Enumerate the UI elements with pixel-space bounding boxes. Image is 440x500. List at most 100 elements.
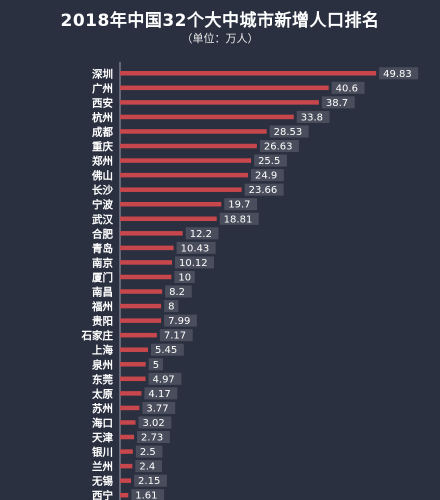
category-label: 青岛 bbox=[92, 242, 113, 255]
value-label: 10 bbox=[178, 272, 191, 283]
category-label: 南京 bbox=[92, 256, 113, 269]
value-label: 8.2 bbox=[169, 287, 185, 298]
bar bbox=[120, 347, 149, 352]
value-label-box bbox=[185, 227, 219, 240]
category-label: 贵阳 bbox=[92, 315, 113, 328]
bar bbox=[120, 303, 162, 309]
value-label-box bbox=[131, 489, 165, 500]
value-label-box bbox=[138, 416, 172, 429]
bar bbox=[120, 216, 217, 222]
value-label: 10.43 bbox=[181, 243, 210, 254]
value-label: 25.5 bbox=[258, 156, 280, 167]
bar bbox=[120, 245, 174, 251]
value-label-box bbox=[296, 110, 330, 123]
value-label-box bbox=[151, 343, 184, 356]
category-label: 苏州 bbox=[92, 402, 113, 415]
bar bbox=[120, 376, 146, 382]
value-label-box bbox=[144, 387, 178, 400]
chart-subtitle: （单位：万人） bbox=[181, 32, 259, 45]
value-label-box bbox=[250, 169, 284, 182]
bar bbox=[120, 85, 329, 91]
category-label: 广州 bbox=[92, 82, 113, 95]
category-label: 无锡 bbox=[91, 475, 113, 488]
bar bbox=[120, 362, 146, 367]
value-label: 26.63 bbox=[264, 142, 293, 153]
chart-title: 2018年中国32个大中城市新增人口排名 bbox=[60, 11, 380, 31]
bar bbox=[120, 274, 172, 280]
category-label: 海口 bbox=[92, 416, 113, 429]
category-label: 上海 bbox=[92, 344, 113, 357]
category-label: 宁波 bbox=[92, 198, 113, 211]
value-label: 19.7 bbox=[228, 200, 250, 211]
value-label-box bbox=[174, 270, 195, 283]
value-label-box bbox=[224, 198, 258, 211]
value-label: 3.77 bbox=[146, 403, 168, 414]
category-label: 深圳 bbox=[92, 67, 113, 80]
category-label: 西宁 bbox=[92, 489, 113, 500]
bar bbox=[120, 158, 252, 163]
bar bbox=[120, 289, 163, 294]
value-label-box bbox=[175, 256, 215, 269]
value-label: 7.99 bbox=[168, 316, 190, 327]
value-label: 2.4 bbox=[139, 462, 155, 473]
bar bbox=[120, 449, 133, 454]
value-label-box bbox=[159, 329, 193, 342]
bar bbox=[120, 391, 142, 396]
bar bbox=[120, 201, 222, 207]
bar bbox=[120, 420, 136, 425]
category-label: 东莞 bbox=[92, 373, 113, 386]
value-label-box bbox=[269, 125, 309, 138]
value-label-box bbox=[254, 154, 287, 167]
value-label-box bbox=[148, 372, 182, 385]
value-label: 49.83 bbox=[383, 69, 412, 80]
category-label: 太原 bbox=[91, 387, 113, 400]
value-label-box bbox=[164, 314, 197, 327]
value-label: 33.8 bbox=[301, 112, 323, 123]
value-label: 3.02 bbox=[143, 418, 165, 429]
value-label: 4.97 bbox=[153, 374, 175, 385]
value-label: 7.17 bbox=[164, 331, 186, 342]
value-label-box bbox=[176, 241, 216, 254]
category-label: 武汉 bbox=[92, 213, 113, 226]
category-label: 西安 bbox=[92, 96, 113, 109]
value-label: 28.53 bbox=[274, 127, 303, 138]
value-label: 2.15 bbox=[138, 476, 160, 487]
bar bbox=[120, 143, 257, 149]
category-label: 厦门 bbox=[92, 271, 113, 284]
category-label: 佛山 bbox=[91, 169, 113, 182]
category-label: 成都 bbox=[92, 125, 113, 138]
bar bbox=[120, 231, 183, 236]
value-label: 4.17 bbox=[148, 389, 170, 400]
bar bbox=[120, 405, 140, 411]
category-label: 杭州 bbox=[92, 111, 113, 124]
value-label-box bbox=[135, 460, 162, 473]
value-label-box bbox=[137, 431, 170, 444]
value-label-box bbox=[134, 474, 167, 487]
bar bbox=[120, 260, 173, 265]
category-label: 银川 bbox=[92, 446, 113, 459]
value-label: 10.12 bbox=[179, 258, 208, 269]
category-label: 南昌 bbox=[92, 286, 113, 299]
bar bbox=[120, 172, 248, 178]
value-label: 2.73 bbox=[141, 433, 163, 444]
value-label-box bbox=[321, 96, 355, 109]
bar bbox=[120, 100, 319, 105]
bar bbox=[120, 492, 129, 498]
bar bbox=[120, 332, 157, 338]
bar bbox=[120, 434, 135, 440]
value-label: 40.6 bbox=[336, 83, 358, 94]
value-label-box bbox=[379, 67, 419, 80]
value-label: 38.7 bbox=[326, 98, 348, 109]
category-label: 福州 bbox=[91, 300, 113, 313]
value-label: 5 bbox=[153, 360, 159, 371]
value-label-box bbox=[135, 445, 163, 458]
category-label: 重庆 bbox=[92, 140, 113, 153]
value-label-box bbox=[142, 401, 176, 414]
value-label: 23.66 bbox=[249, 185, 278, 196]
value-label-box bbox=[259, 140, 299, 153]
bar bbox=[120, 463, 133, 469]
bar bbox=[120, 129, 267, 134]
value-label: 18.81 bbox=[224, 214, 253, 225]
